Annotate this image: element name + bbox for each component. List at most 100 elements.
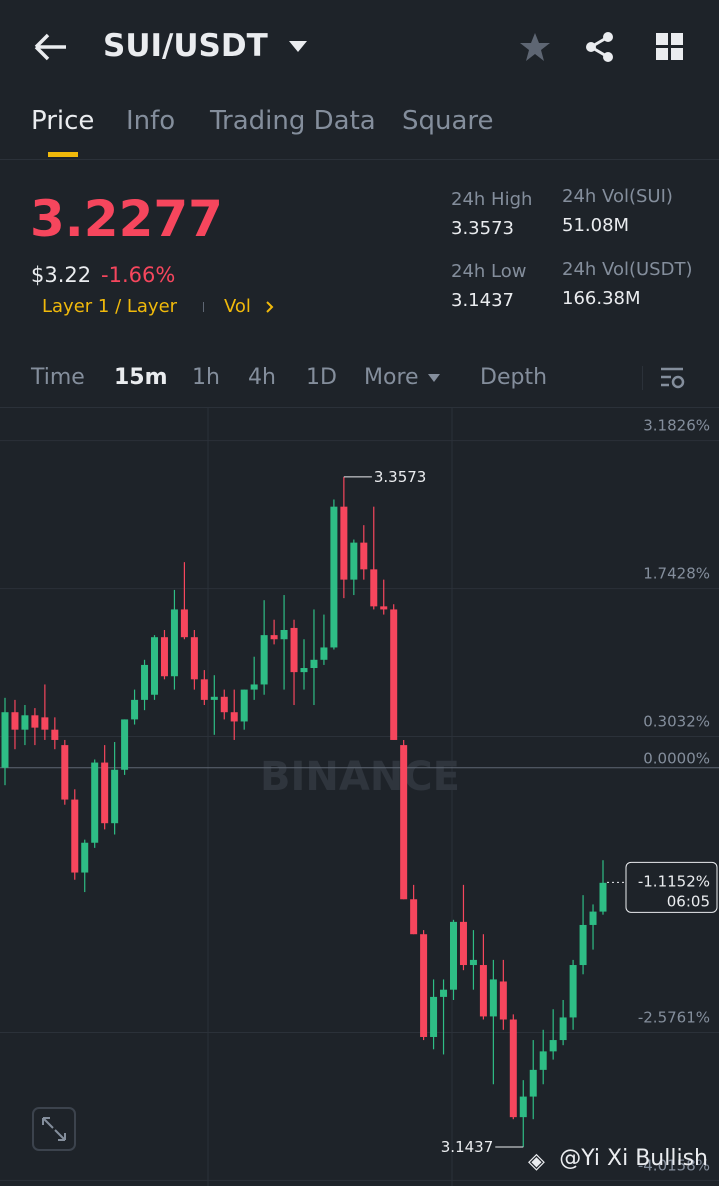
- interval[interactable]: 1D: [306, 365, 337, 390]
- interval[interactable]: More: [364, 365, 419, 390]
- fullscreen-button[interactable]: [32, 1107, 76, 1151]
- y-tick-label: -4.0158%: [638, 1156, 710, 1174]
- interval[interactable]: 1h: [192, 365, 220, 390]
- candle-body: [430, 996, 438, 1037]
- candle-body: [459, 921, 467, 966]
- candle-body: [250, 684, 258, 690]
- candle-body: [549, 1040, 557, 1052]
- y-tick-label: 1.7428%: [643, 565, 710, 583]
- candle-body: [360, 542, 368, 570]
- candle-body: [81, 842, 89, 873]
- stat-label: 24h High: [451, 189, 533, 210]
- candle-body: [220, 696, 228, 713]
- candle-body: [489, 979, 497, 1017]
- candle-body: [270, 635, 278, 640]
- candle-body: [160, 637, 168, 677]
- stat-label: 24h Low: [451, 261, 527, 282]
- usd-price: $3.22: [31, 263, 92, 287]
- current-box: [625, 861, 718, 913]
- stat-value: 3.1437: [451, 290, 514, 311]
- candle-body: [1, 712, 9, 768]
- candle-body: [310, 659, 318, 669]
- candle-body: [200, 679, 208, 700]
- y-tick-label: 0.3032%: [643, 713, 710, 731]
- grid-icon[interactable]: [656, 33, 684, 61]
- candle-body: [180, 609, 188, 638]
- star-icon[interactable]: [519, 31, 551, 63]
- dropdown-icon[interactable]: [427, 373, 441, 383]
- candle-body: [559, 1017, 567, 1041]
- candle-body: [300, 668, 308, 673]
- candle-body: [380, 606, 388, 610]
- tab[interactable]: Price: [31, 106, 95, 136]
- candle-body: [71, 799, 79, 873]
- stat-label: 24h Vol(SUI): [562, 186, 673, 207]
- tab[interactable]: Square: [402, 106, 494, 136]
- tab-indicator: [48, 152, 78, 157]
- candle-body: [210, 696, 218, 700]
- tab[interactable]: Info: [126, 106, 176, 136]
- settings-icon[interactable]: [659, 366, 685, 390]
- zero-label: 0.0000%: [643, 750, 710, 768]
- candle-body: [320, 647, 328, 660]
- candle-body: [151, 637, 158, 695]
- price-change: -1.66%: [101, 263, 176, 287]
- candle-body: [479, 965, 487, 1017]
- candle-body: [111, 769, 119, 824]
- stat-value: 3.3573: [451, 218, 514, 239]
- tag[interactable]: Layer 1 / Layer: [42, 296, 178, 317]
- candle-body: [121, 719, 129, 770]
- pair-title[interactable]: SUI/USDT: [103, 28, 268, 64]
- candle-body: [131, 699, 139, 720]
- candle-body: [21, 715, 29, 730]
- stat-value: 166.38M: [562, 288, 641, 309]
- candle-body: [170, 609, 178, 677]
- divider: [0, 159, 719, 160]
- candle-body: [330, 506, 338, 648]
- candle-body: [51, 729, 59, 740]
- candle-body: [469, 959, 477, 966]
- candle-body: [280, 629, 288, 640]
- candle-body: [400, 745, 408, 900]
- candle-body: [101, 762, 109, 824]
- dropdown-icon[interactable]: [288, 40, 308, 54]
- credit-icon: ◈: [528, 1149, 545, 1174]
- candle-body: [529, 1069, 537, 1097]
- y-tick-label: 3.1826%: [643, 417, 710, 435]
- interval[interactable]: Depth: [480, 365, 548, 390]
- watermark: BINANCE: [260, 754, 460, 800]
- separator: [203, 302, 204, 312]
- candle-body: [589, 911, 597, 925]
- candle-body: [340, 506, 348, 580]
- candle-body: [240, 689, 248, 722]
- candle-body: [190, 637, 198, 680]
- interval[interactable]: Time: [31, 365, 85, 390]
- candle-body: [569, 965, 577, 1018]
- candle-body: [11, 712, 19, 730]
- high-label: 3.3573: [374, 468, 427, 486]
- tab[interactable]: Trading Data: [210, 106, 376, 136]
- candle-body: [410, 899, 418, 935]
- chevron: [266, 301, 274, 313]
- interval[interactable]: 4h: [248, 365, 276, 390]
- back-icon[interactable]: [34, 32, 68, 62]
- divider: [0, 407, 719, 408]
- candle-body: [141, 664, 149, 700]
- candle-body: [450, 921, 457, 990]
- fullscreen-icon: [42, 1117, 66, 1141]
- candle-body: [579, 924, 587, 966]
- tag[interactable]: Vol: [224, 296, 251, 317]
- interval[interactable]: 15m: [114, 365, 168, 390]
- candle-body: [440, 989, 448, 997]
- candle-body: [519, 1096, 527, 1118]
- low-label: 3.1437: [441, 1138, 494, 1156]
- candle-body: [41, 717, 49, 730]
- candle-body: [390, 609, 398, 740]
- share-icon[interactable]: [584, 31, 616, 63]
- separator: [642, 366, 643, 390]
- candle-body: [509, 1019, 517, 1118]
- last-price: 3.2277: [30, 190, 223, 248]
- candle-body: [61, 745, 69, 800]
- candle-body: [499, 981, 507, 1020]
